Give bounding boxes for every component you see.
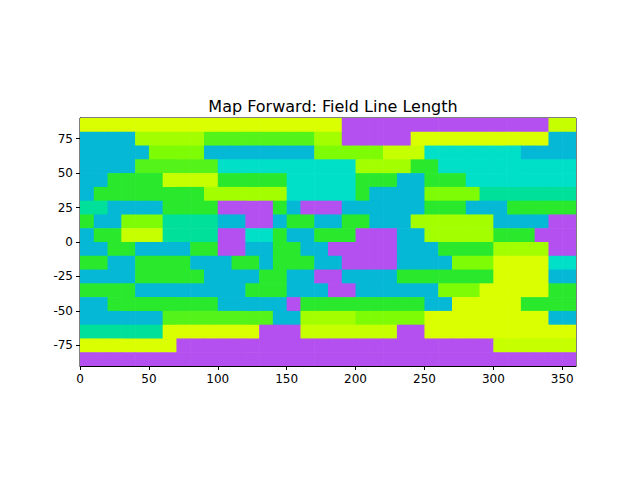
svg-text:0: 0: [76, 372, 84, 386]
svg-text:200: 200: [344, 372, 367, 386]
svg-text:-75: -75: [53, 338, 73, 352]
svg-text:50: 50: [58, 166, 73, 180]
svg-text:25: 25: [58, 201, 73, 215]
svg-text:0: 0: [65, 235, 73, 249]
svg-text:-50: -50: [53, 304, 73, 318]
svg-text:50: 50: [141, 372, 156, 386]
svg-text:75: 75: [58, 132, 73, 146]
svg-text:100: 100: [206, 372, 229, 386]
svg-text:Map Forward: Field Line Length: Map Forward: Field Line Length: [208, 97, 457, 116]
svg-text:-25: -25: [53, 269, 73, 283]
svg-text:150: 150: [275, 372, 298, 386]
svg-text:350: 350: [551, 372, 574, 386]
svg-text:300: 300: [482, 372, 505, 386]
svg-text:250: 250: [413, 372, 436, 386]
